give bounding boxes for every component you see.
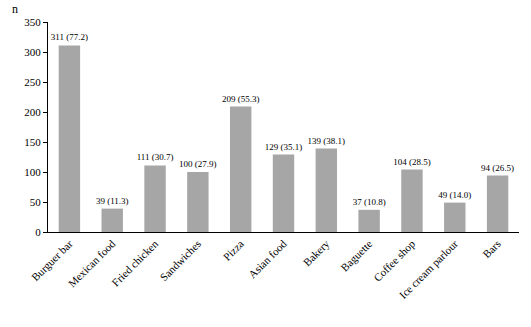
svg-text:300: 300 <box>24 46 41 58</box>
svg-text:Mexican food: Mexican food <box>66 237 118 289</box>
svg-text:129 (35.1): 129 (35.1) <box>265 142 303 152</box>
svg-text:Coffee shop: Coffee shop <box>371 237 417 283</box>
svg-text:Bars: Bars <box>480 238 503 261</box>
svg-text:100 (27.9): 100 (27.9) <box>179 159 217 169</box>
svg-text:50: 50 <box>30 196 42 208</box>
svg-text:Burguer bar: Burguer bar <box>29 237 75 283</box>
svg-text:209 (55.3): 209 (55.3) <box>222 94 260 104</box>
svg-text:Ice cream parlour: Ice cream parlour <box>397 237 461 301</box>
svg-text:104 (28.5): 104 (28.5) <box>393 157 431 167</box>
svg-text:0: 0 <box>35 226 41 238</box>
svg-text:250: 250 <box>24 76 41 88</box>
svg-text:Baguette: Baguette <box>338 237 374 273</box>
svg-text:Pizza: Pizza <box>221 237 246 262</box>
svg-text:139 (38.1): 139 (38.1) <box>308 136 346 146</box>
svg-text:150: 150 <box>24 136 41 148</box>
svg-text:Bakery: Bakery <box>301 237 332 268</box>
svg-text:39 (11.3): 39 (11.3) <box>96 196 129 206</box>
svg-text:111 (30.7): 111 (30.7) <box>137 152 174 162</box>
svg-text:350: 350 <box>24 16 41 28</box>
svg-text:n: n <box>12 2 18 16</box>
svg-text:100: 100 <box>24 166 41 178</box>
svg-text:49 (14.0): 49 (14.0) <box>438 190 471 200</box>
svg-text:94 (26.5): 94 (26.5) <box>481 163 514 173</box>
svg-text:Asian food: Asian food <box>246 237 289 280</box>
svg-text:200: 200 <box>24 106 41 118</box>
svg-text:Fried chicken: Fried chicken <box>109 237 160 288</box>
svg-text:37 (10.8): 37 (10.8) <box>353 197 386 207</box>
svg-text:Sandwiches: Sandwiches <box>158 238 204 284</box>
svg-text:311 (77.2): 311 (77.2) <box>51 32 88 42</box>
